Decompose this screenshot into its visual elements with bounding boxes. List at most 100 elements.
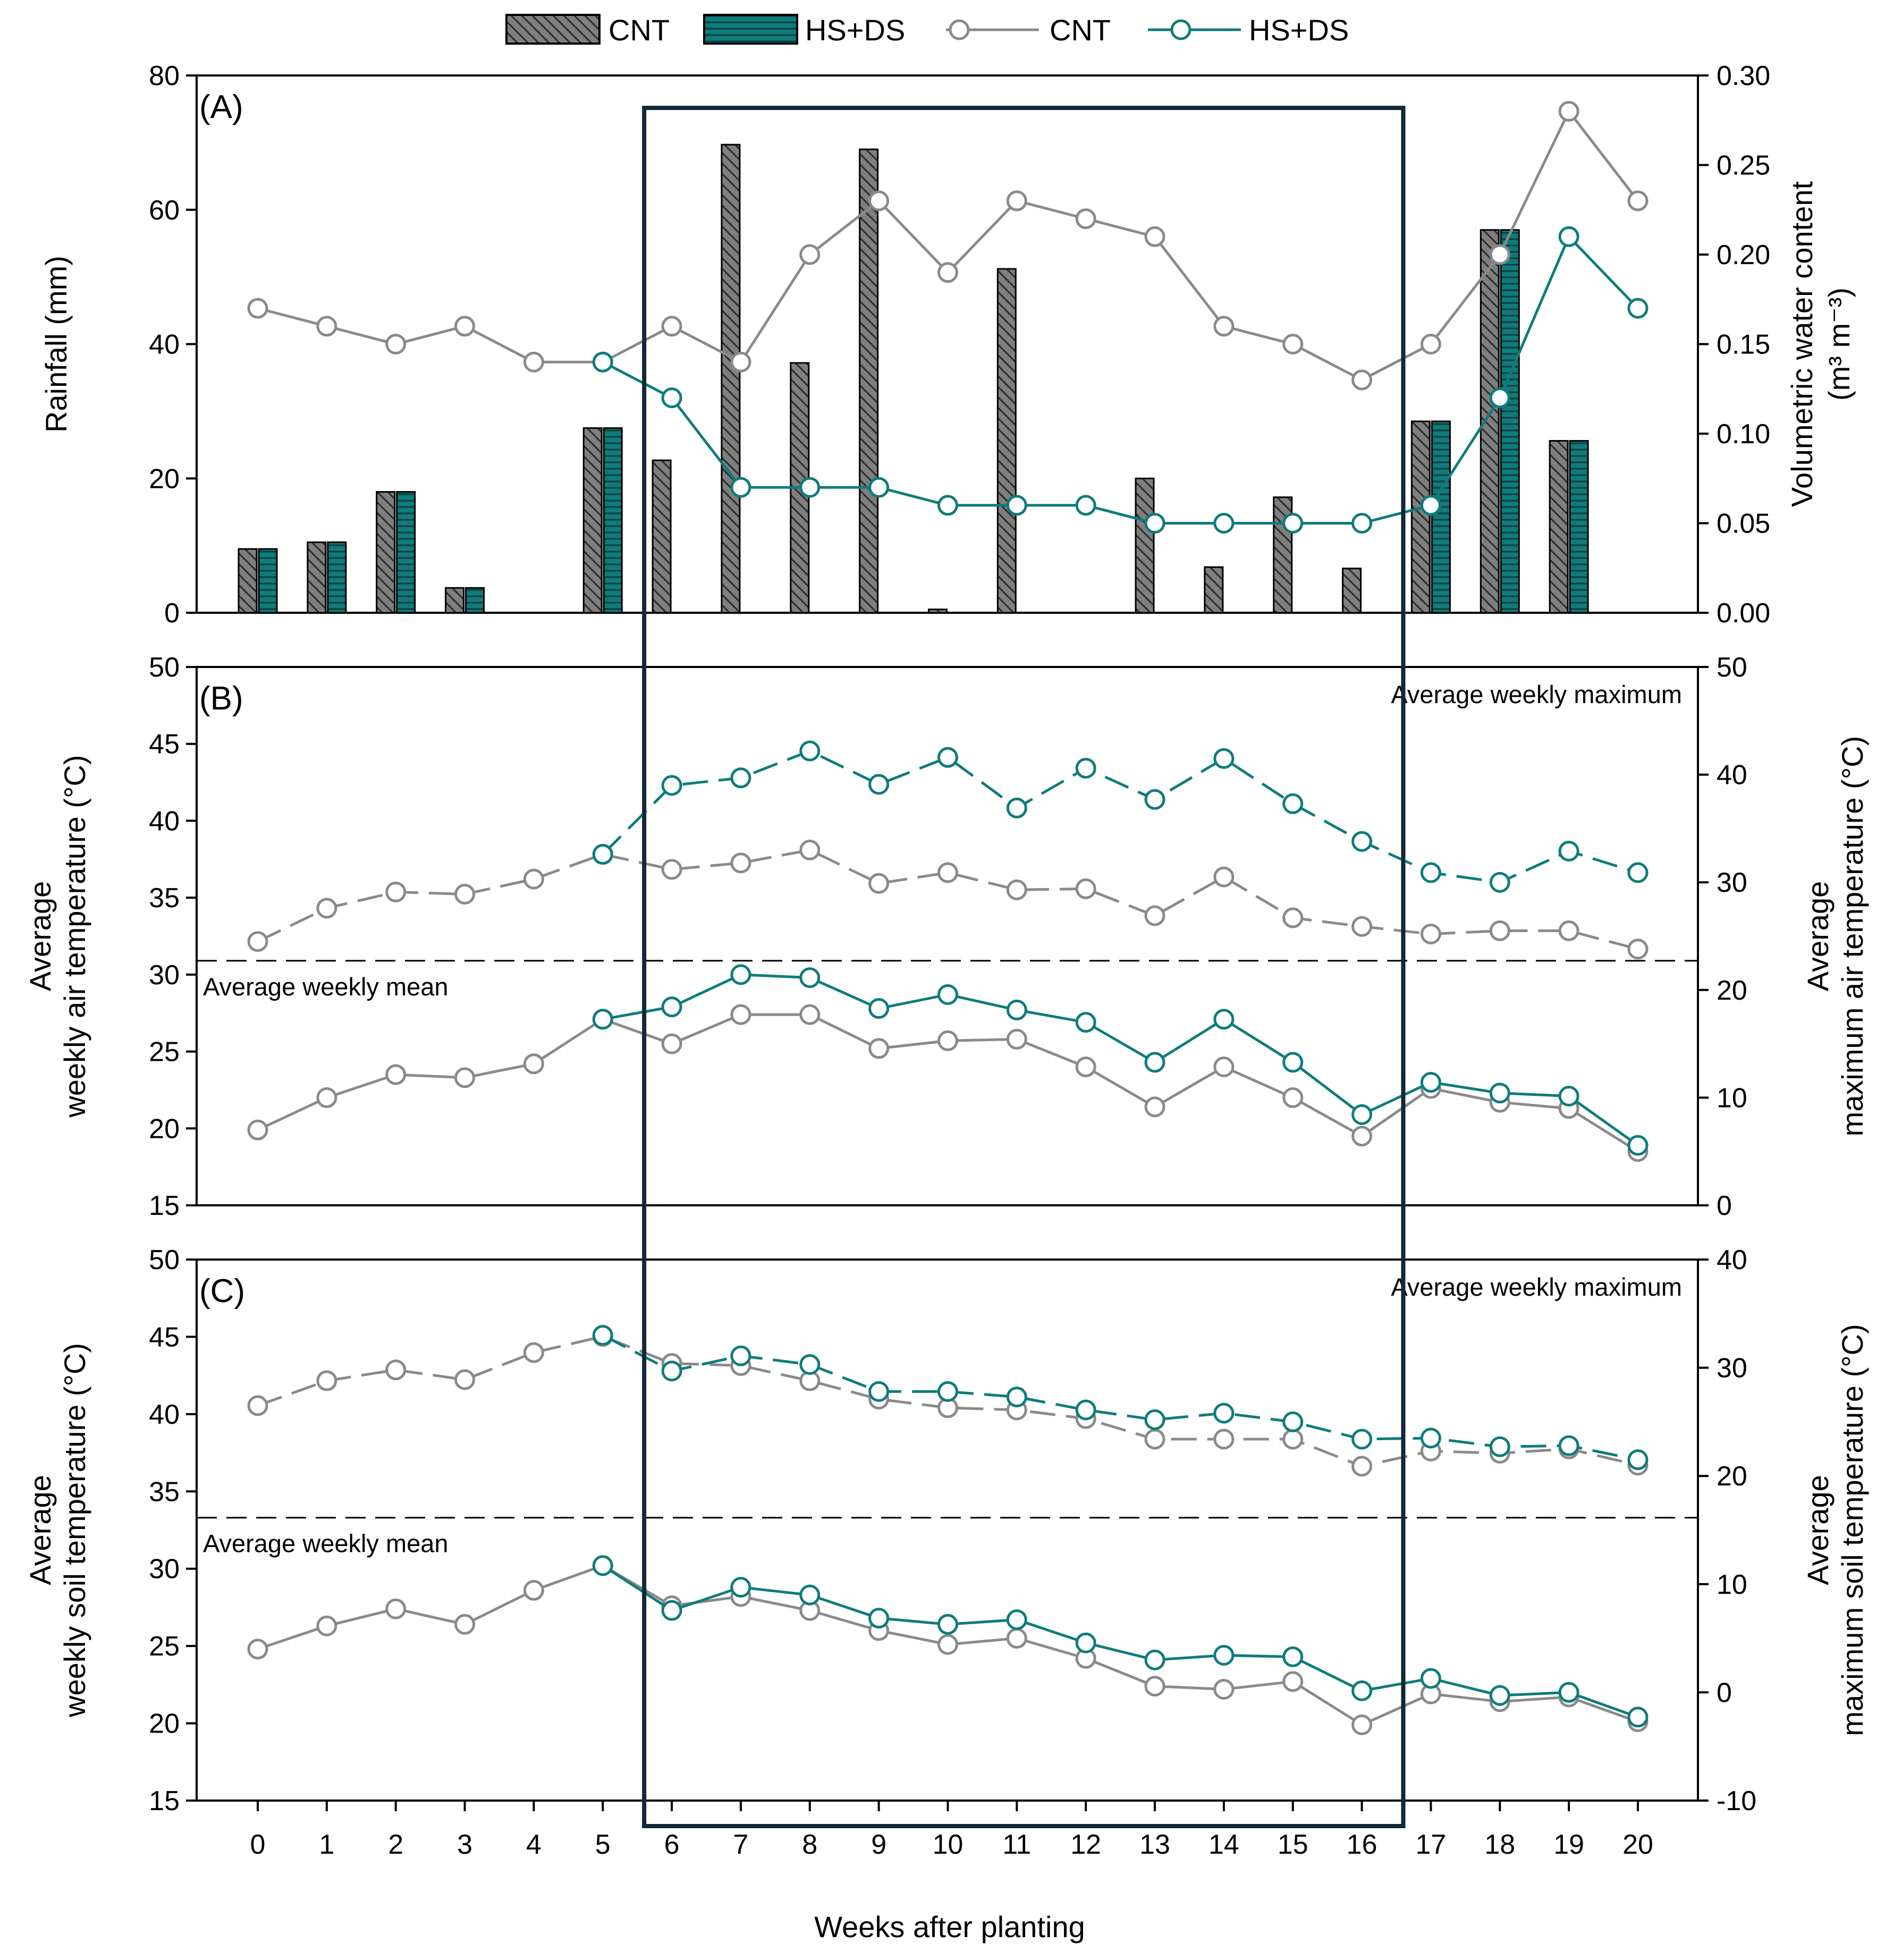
point-hs-ds-maximum — [1282, 793, 1304, 814]
x-tick-label: 7 — [733, 1829, 748, 1860]
bar-cnt — [996, 268, 1017, 614]
point-cnt-maximum — [385, 1359, 407, 1381]
legend-label-line-hs: HS+DS — [1249, 13, 1349, 47]
y-tick-label-right: 0 — [1717, 1190, 1732, 1221]
x-tick-label: 1 — [319, 1829, 334, 1860]
point-cnt-mean — [316, 1087, 337, 1108]
point-cnt-maximum — [247, 1395, 268, 1416]
bar-cnt — [859, 148, 879, 614]
point-hs-ds-maximum — [1420, 862, 1441, 883]
bar-cnt — [721, 143, 741, 614]
point-hs-ds-maximum — [937, 747, 958, 768]
y-tick-label-left: 20 — [149, 463, 180, 494]
series-line-hs-ds-maximum — [602, 749, 1638, 884]
point-cnt-mean — [247, 1638, 268, 1660]
y-tick-label-left: 35 — [149, 1476, 180, 1507]
series-line-hs-ds-maximum — [602, 1334, 1638, 1461]
point-cnt-mean — [661, 1033, 682, 1054]
point-hs-ds-mean — [1627, 1135, 1649, 1156]
point-cnt-mean — [1282, 1671, 1304, 1692]
y-tick-label-right: 0.15 — [1717, 330, 1770, 360]
y-axis-label-right: Volumetric water content — [1785, 181, 1819, 507]
series-line-hs-ds-mean — [602, 1564, 1638, 1719]
point-cnt-mean — [868, 1038, 890, 1059]
y-tick-label-left: 80 — [149, 61, 180, 91]
y-tick-label-right: 30 — [1717, 1353, 1747, 1384]
point-hs-ds-maximum — [868, 1381, 890, 1402]
annotation-maximum: Average weekly maximum — [1391, 1273, 1682, 1301]
point-hs-ds-maximum — [661, 1361, 682, 1382]
panel-label: (B) — [199, 680, 243, 717]
point-cnt-mean — [1213, 1057, 1235, 1078]
series-line-cnt-maximum — [257, 1334, 1638, 1468]
point-hs-ds-mean — [937, 1613, 958, 1635]
point-hs-ds-mean — [937, 984, 958, 1005]
point-cnt-mean — [1006, 1628, 1027, 1649]
x-tick-label: 18 — [1484, 1829, 1515, 1860]
point-cnt — [1006, 190, 1027, 212]
series-line-hs-ds-mean — [602, 973, 1639, 1147]
point-cnt — [937, 262, 958, 283]
bar-cnt — [238, 548, 258, 614]
point-cnt-mean — [937, 1634, 958, 1655]
y-tick-label-left: 40 — [149, 806, 180, 837]
point-hs-ds-mean — [661, 1600, 682, 1621]
y-tick-label-left: 30 — [149, 1554, 180, 1585]
point-hs-ds-mean — [868, 998, 890, 1019]
bar-cnt — [376, 491, 396, 614]
point-hs-ds-maximum — [1144, 1409, 1165, 1430]
y-tick-label-left: 45 — [149, 729, 180, 760]
legend-swatch-line-hs — [1148, 19, 1241, 40]
y-tick-label-right: 10 — [1717, 1083, 1747, 1113]
x-tick-label: 3 — [457, 1829, 472, 1860]
y-tick-label-left: 20 — [149, 1709, 180, 1739]
bar-cnt — [582, 427, 603, 614]
bar-hs — [396, 491, 416, 614]
point-hs-ds-mean — [1351, 1104, 1373, 1125]
point-cnt-maximum — [661, 859, 682, 880]
y-axis-label-left-sub: weekly soil temperature (°C) — [58, 1343, 91, 1718]
point-cnt-maximum — [1420, 923, 1441, 944]
legend-swatch-line-cnt — [946, 19, 1039, 40]
point-hs-ds-maximum — [730, 767, 751, 789]
point-cnt-maximum — [1144, 1429, 1165, 1450]
panel-a: 0 20 40 60 80 0.00 0.05 0.10 0.15 0.20 0.25 0.30 (A)… — [39, 61, 1856, 629]
y-tick-label-left: 50 — [149, 652, 180, 683]
bar-cnt — [445, 587, 465, 614]
y-tick-label-left: 15 — [149, 1190, 180, 1221]
annotation-maximum: Average weekly maximum — [1391, 680, 1682, 708]
y-tick-label-left: 25 — [149, 1631, 180, 1662]
point-hs-ds-maximum — [1420, 1427, 1441, 1449]
point-cnt-maximum — [316, 898, 337, 919]
bar-hs — [258, 548, 278, 614]
point-cnt-mean — [937, 1030, 958, 1051]
bar-hs — [1500, 229, 1520, 614]
plot-frame — [196, 666, 1699, 1206]
point-cnt — [247, 298, 268, 319]
point-hs-ds-mean — [730, 964, 751, 985]
bar-hs — [465, 587, 485, 614]
point-hs-ds-mean — [1213, 1009, 1235, 1030]
point-cnt-maximum — [1144, 905, 1165, 926]
y-axis-label-right-units: (m³ m⁻³) — [1822, 288, 1856, 401]
point-hs-ds-maximum — [1282, 1411, 1304, 1432]
point-cnt-maximum — [523, 1342, 544, 1363]
point-cnt-maximum — [523, 868, 544, 890]
point-hs-ds-mean — [730, 1577, 751, 1598]
y-tick-label-left: 35 — [149, 883, 180, 914]
point-hs-ds — [1144, 513, 1165, 534]
legend-label-bar-cnt: CNT — [608, 13, 670, 47]
point-hs-ds-mean — [1489, 1083, 1510, 1104]
x-tick-label: 6 — [664, 1829, 680, 1860]
point-hs-ds — [1420, 495, 1441, 516]
x-tick-label: 13 — [1139, 1829, 1170, 1860]
y-tick-label-left: 40 — [149, 1399, 180, 1430]
point-hs-ds-mean — [1558, 1086, 1579, 1107]
point-cnt-maximum — [799, 839, 821, 860]
x-tick-label: 19 — [1553, 1829, 1584, 1860]
point-cnt — [454, 316, 476, 337]
point-cnt — [1075, 208, 1096, 230]
point-cnt — [730, 351, 751, 373]
bar-hs — [1431, 420, 1451, 614]
y-tick-label-right: 0.00 — [1717, 598, 1770, 629]
